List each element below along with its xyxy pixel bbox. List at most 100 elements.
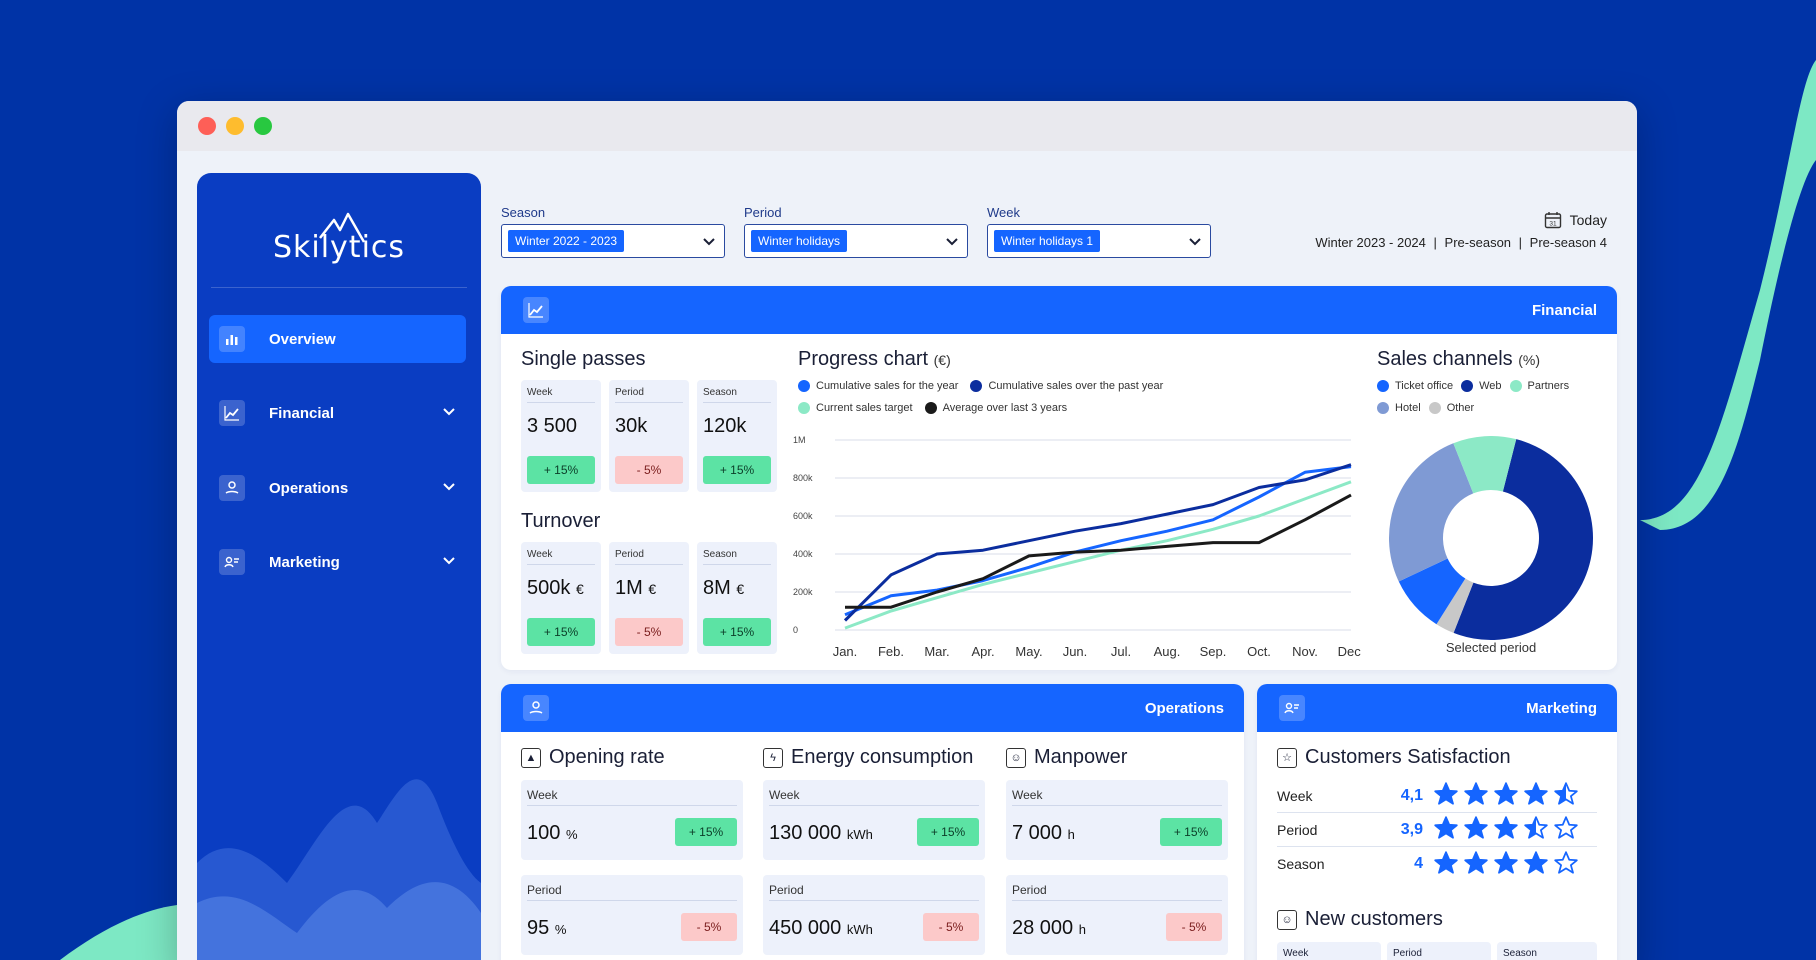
- kpi-label: Season: [703, 387, 737, 398]
- op-value: 7 000 h: [1012, 822, 1075, 844]
- y-tick-label: 400k: [793, 549, 813, 559]
- line-chart-icon: [523, 297, 549, 323]
- donut-slice: [1453, 439, 1593, 640]
- person-icon: ☺: [1277, 909, 1297, 930]
- star-filled-icon: [1464, 850, 1488, 874]
- star-filled-icon: [1464, 782, 1488, 805]
- change-badge: + 15%: [703, 618, 771, 646]
- maximize-window-button[interactable]: [254, 117, 272, 135]
- legend-swatch: [798, 380, 810, 392]
- close-window-button[interactable]: [198, 117, 216, 135]
- today-week-value: Pre-season 4: [1529, 235, 1607, 250]
- legend-label: Partners: [1527, 380, 1570, 392]
- change-badge: - 5%: [615, 456, 683, 484]
- sales-channels-title: Sales channels (%): [1377, 348, 1540, 370]
- line-chart-icon: [219, 400, 245, 426]
- star-empty-icon: [1554, 850, 1578, 874]
- sales-channels-legend-row2: Hotel Other: [1377, 402, 1482, 414]
- x-tick-label: Dec.: [1338, 644, 1361, 659]
- separator: |: [1518, 235, 1523, 250]
- op-label: Period: [1012, 883, 1047, 897]
- change-badge: + 15%: [917, 818, 979, 846]
- legend-swatch: [1509, 380, 1522, 392]
- calendar-day: 31: [1549, 221, 1557, 228]
- week-filter: Week Winter holidays 1: [987, 205, 1211, 258]
- location-hand-icon: [219, 475, 245, 501]
- change-badge: + 15%: [703, 456, 771, 484]
- legend-label: Hotel: [1395, 402, 1421, 414]
- progress-line-chart: 0 200k 400k 600k 800k 1M Jan. Feb. Mar. Apr. May. J…: [793, 435, 1361, 659]
- x-tick-label: Jun.: [1063, 644, 1088, 659]
- y-tick-label: 600k: [793, 511, 813, 521]
- today-period-value: Pre-season: [1444, 235, 1512, 250]
- operations-panel-title: Operations: [1144, 699, 1224, 717]
- manpower-week-card: Week 7 000 h + 15%: [1006, 780, 1228, 860]
- donut-slice: [1389, 443, 1474, 582]
- manpower-title: ☺ Manpower: [1006, 746, 1127, 769]
- sidebar-item-financial[interactable]: Financial: [209, 389, 466, 437]
- minimize-window-button[interactable]: [226, 117, 244, 135]
- progress-chart-legend-row2: Current sales target Average over last 3…: [798, 402, 1079, 414]
- legend-swatch: [970, 380, 983, 392]
- sidebar-item-marketing[interactable]: Marketing: [209, 538, 466, 586]
- chevron-down-icon: [443, 483, 455, 491]
- kpi-label: Week: [527, 549, 553, 560]
- new-customers-week-tab: Week: [1277, 942, 1381, 960]
- sidebar-item-label: Operations: [269, 479, 349, 497]
- period-filter-label: Period: [744, 205, 782, 220]
- series-line: [843, 463, 1352, 622]
- legend-swatch: [1461, 380, 1474, 392]
- today-button[interactable]: 31 Today: [1315, 211, 1607, 229]
- mountains-decoration: [197, 779, 481, 960]
- new-customers-period-tab: Period: [1387, 942, 1491, 960]
- legend-swatch: [1377, 402, 1389, 414]
- period-select-value: Winter holidays: [751, 230, 848, 252]
- period-select[interactable]: Winter holidays: [744, 224, 968, 258]
- star-half-icon: [1554, 782, 1578, 805]
- chevron-down-icon: [946, 238, 958, 246]
- op-value: 100 %: [527, 822, 578, 844]
- sidebar-item-operations[interactable]: Operations: [209, 464, 466, 512]
- change-badge: + 15%: [1160, 818, 1222, 846]
- opening-rate-week-card: Week 100 % + 15%: [521, 780, 743, 860]
- legend-swatch: [924, 402, 937, 414]
- operations-panel-header: Operations: [501, 684, 1244, 732]
- star-filled-icon: [1524, 782, 1548, 805]
- sidebar-item-label: Overview: [269, 330, 336, 348]
- single-passes-title: Single passes: [521, 348, 646, 370]
- energy-period-card: Period 450 000 kWh - 5%: [763, 875, 985, 955]
- progress-chart-legend: Cumulative sales for the year Cumulative…: [798, 380, 1175, 392]
- star-filled-icon: [1494, 850, 1518, 874]
- star-filled-icon: [1434, 816, 1458, 839]
- week-select[interactable]: Winter holidays 1: [987, 224, 1211, 258]
- y-tick-label: 200k: [793, 587, 813, 597]
- separator: |: [1433, 235, 1437, 250]
- star-filled-icon: [1434, 782, 1458, 805]
- legend-label: Current sales target: [816, 402, 913, 414]
- season-filter-label: Season: [501, 205, 546, 220]
- sidebar-item-overview[interactable]: Overview: [209, 315, 466, 363]
- marketing-panel: Marketing ☆ Customers Satisfaction Week 4…: [1257, 684, 1617, 960]
- kpi-label: Season: [703, 549, 737, 560]
- customers-satisfaction-title: ☆ Customers Satisfaction: [1277, 746, 1511, 769]
- calendar-icon: 31: [1544, 212, 1561, 229]
- person-card-icon: [1279, 695, 1305, 721]
- kpi-value: 120k: [703, 415, 747, 437]
- satisfaction-label: Week: [1277, 787, 1313, 804]
- y-tick-label: 1M: [793, 435, 806, 445]
- op-value: 450 000 kWh: [769, 917, 873, 939]
- marketing-panel-header: Marketing: [1257, 684, 1617, 732]
- x-tick-label: Feb.: [878, 644, 904, 659]
- season-select[interactable]: Winter 2022 - 2023: [501, 224, 725, 258]
- series-line: [844, 465, 1352, 617]
- sidebar-item-label: Financial: [269, 404, 335, 422]
- star-rating: [1431, 850, 1581, 879]
- turnover-period-card: Period 1M € - 5%: [609, 542, 689, 654]
- star-filled-icon: [1494, 816, 1518, 839]
- star-filled-icon: [1434, 850, 1458, 874]
- energy-week-card: Week 130 000 kWh + 15%: [763, 780, 985, 860]
- mountain-icon: ▲: [521, 747, 541, 768]
- season-filter: Season Winter 2022 - 2023: [501, 205, 725, 258]
- opening-rate-title: ▲ Opening rate: [521, 746, 665, 769]
- legend-label: Cumulative sales over the past year: [988, 380, 1164, 392]
